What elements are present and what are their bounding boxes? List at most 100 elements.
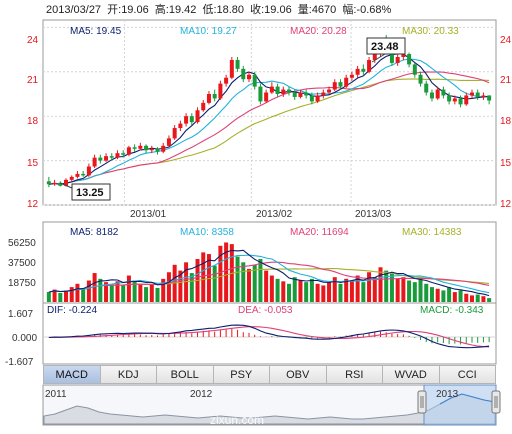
volume-label: 量: [298, 3, 309, 16]
volume-bar: [92, 273, 97, 302]
volume-bar: [75, 283, 80, 302]
dif-line: [48, 324, 490, 349]
volume-bar: [304, 282, 309, 302]
volume-bar: [367, 272, 372, 302]
candle-body: [281, 89, 286, 94]
tab-rsi[interactable]: RSI: [326, 365, 383, 384]
candlestick: [166, 135, 171, 148]
candle-body: [315, 95, 320, 102]
candlestick: [138, 142, 143, 151]
candle-body: [367, 59, 372, 72]
price-legend: MA5: 19.45 MA10: 19.27 MA20: 20.28 MA30:…: [70, 26, 459, 37]
candlestick: [447, 92, 452, 105]
volume-bar: [429, 287, 434, 302]
candle-body: [349, 74, 354, 78]
volume-bar: [361, 282, 366, 302]
candle-body: [401, 54, 406, 57]
volume-bar: [372, 277, 377, 302]
navigator-selection-line: [439, 393, 496, 405]
candlestick: [315, 92, 320, 103]
candle-body: [98, 157, 103, 161]
candle-body: [75, 173, 80, 177]
volume-bar: [298, 280, 303, 302]
candlestick: [229, 57, 234, 80]
tab-cci[interactable]: CCI: [439, 365, 496, 384]
candlestick: [258, 83, 263, 105]
candlestick: [115, 150, 120, 160]
volume-bar: [475, 294, 480, 302]
volume-bar: [269, 275, 274, 302]
candle-body: [412, 64, 417, 75]
candle-body: [206, 94, 211, 103]
candle-body: [292, 92, 297, 97]
candlestick: [264, 89, 269, 103]
candle-body: [224, 77, 229, 84]
open-label: 开: [107, 4, 118, 16]
candlestick: [395, 54, 400, 66]
tab-wvad[interactable]: WVAD: [383, 365, 440, 384]
volume-bar: [332, 277, 337, 302]
tab-kdj[interactable]: KDJ: [100, 365, 157, 384]
candle-body: [126, 147, 131, 155]
candlestick: [464, 92, 469, 106]
volume-bar: [98, 278, 103, 302]
volume-bar: [281, 281, 286, 302]
candlestick: [52, 179, 57, 186]
min-price-callout: 13.25: [59, 182, 111, 201]
candle-body: [344, 77, 349, 87]
candle-body: [195, 110, 200, 123]
candle-body: [172, 128, 177, 139]
tab-boll[interactable]: BOLL: [157, 365, 214, 384]
candlestick: [75, 170, 80, 179]
candle-body: [458, 98, 463, 105]
volume-bar: [149, 284, 154, 302]
candlestick: [412, 62, 417, 78]
volume-bar: [412, 282, 417, 302]
candle-body: [81, 173, 86, 176]
macd-tick: 1.607: [8, 309, 33, 320]
candlestick: [184, 113, 189, 127]
close-label: 收: [250, 2, 261, 16]
navigator-selection[interactable]: [423, 384, 497, 426]
tab-macd[interactable]: MACD: [43, 365, 101, 384]
tab-psy[interactable]: PSY: [213, 365, 270, 384]
candle-body: [138, 145, 143, 149]
volume-bar: [487, 298, 492, 302]
max-price-callout: 23.48: [366, 37, 406, 63]
candle-body: [58, 182, 63, 186]
candlestick: [321, 89, 326, 99]
volume-bar: [224, 242, 229, 302]
volume-bar: [246, 268, 251, 302]
candle-body: [452, 98, 457, 102]
candle-body: [332, 82, 337, 90]
low-value: 18.80: [217, 4, 245, 16]
tab-obv[interactable]: OBV: [270, 365, 327, 384]
volume-bar: [401, 277, 406, 302]
date-tick: 2013/01: [130, 209, 167, 220]
candlestick: [332, 79, 337, 92]
candle-body: [487, 95, 492, 101]
candlestick: [126, 145, 131, 157]
candle-body: [481, 95, 486, 97]
volume-bar: [287, 283, 292, 302]
candlestick: [92, 154, 97, 168]
navigator-handle-left[interactable]: [417, 390, 427, 414]
candle-body: [389, 51, 394, 63]
candle-body: [287, 89, 292, 93]
candlestick: [298, 89, 303, 99]
candlestick: [178, 120, 183, 131]
candlestick: [327, 86, 332, 94]
candle-body: [178, 123, 183, 129]
candlestick: [424, 80, 429, 96]
change-value: -0.68%: [356, 4, 391, 16]
navigator-year: 2013: [436, 389, 459, 400]
macd-axis: 1.607 0.000 -1.607: [5, 309, 37, 368]
macd-legend: DIF: -0.224 DEA: -0.053 MACD: -0.343: [47, 305, 484, 316]
legend-ma20: MA20: 20.28: [290, 26, 347, 37]
candle-body: [321, 92, 326, 96]
navigator-handle-right[interactable]: [491, 390, 501, 414]
dea-line: [48, 326, 490, 348]
volume-bar: [104, 282, 109, 302]
candlestick: [367, 57, 372, 74]
candle-body: [269, 86, 274, 93]
